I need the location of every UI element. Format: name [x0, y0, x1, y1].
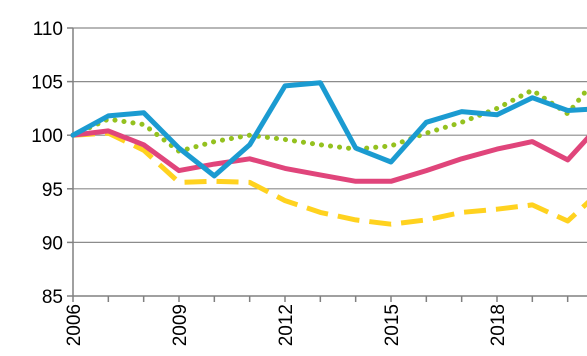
y-tick-label: 100 — [31, 126, 63, 147]
x-tick-label: 2006 — [64, 304, 85, 346]
y-tick-label: 105 — [31, 73, 63, 94]
series-line-3 — [72, 130, 587, 227]
y-tick-label: 95 — [42, 180, 63, 201]
series-line-1 — [70, 80, 587, 179]
gridlines — [73, 27, 587, 243]
x-axis-ticks: 200620092012201520182021 — [64, 296, 569, 346]
x-tick-label: 2009 — [170, 304, 191, 346]
y-tick-label: 110 — [33, 19, 63, 40]
y-axis-ticks: 85 90 95 100 105 110 — [31, 19, 73, 308]
series-line-2 — [70, 128, 587, 184]
series-lines — [70, 80, 587, 227]
y-tick-label: 85 — [42, 287, 63, 308]
x-tick-label: 2012 — [276, 304, 297, 346]
series-line-4 — [70, 85, 587, 154]
y-tick-label: 90 — [42, 233, 63, 254]
x-tick-label: 2018 — [488, 304, 509, 346]
x-tick-label: 2015 — [382, 304, 403, 346]
